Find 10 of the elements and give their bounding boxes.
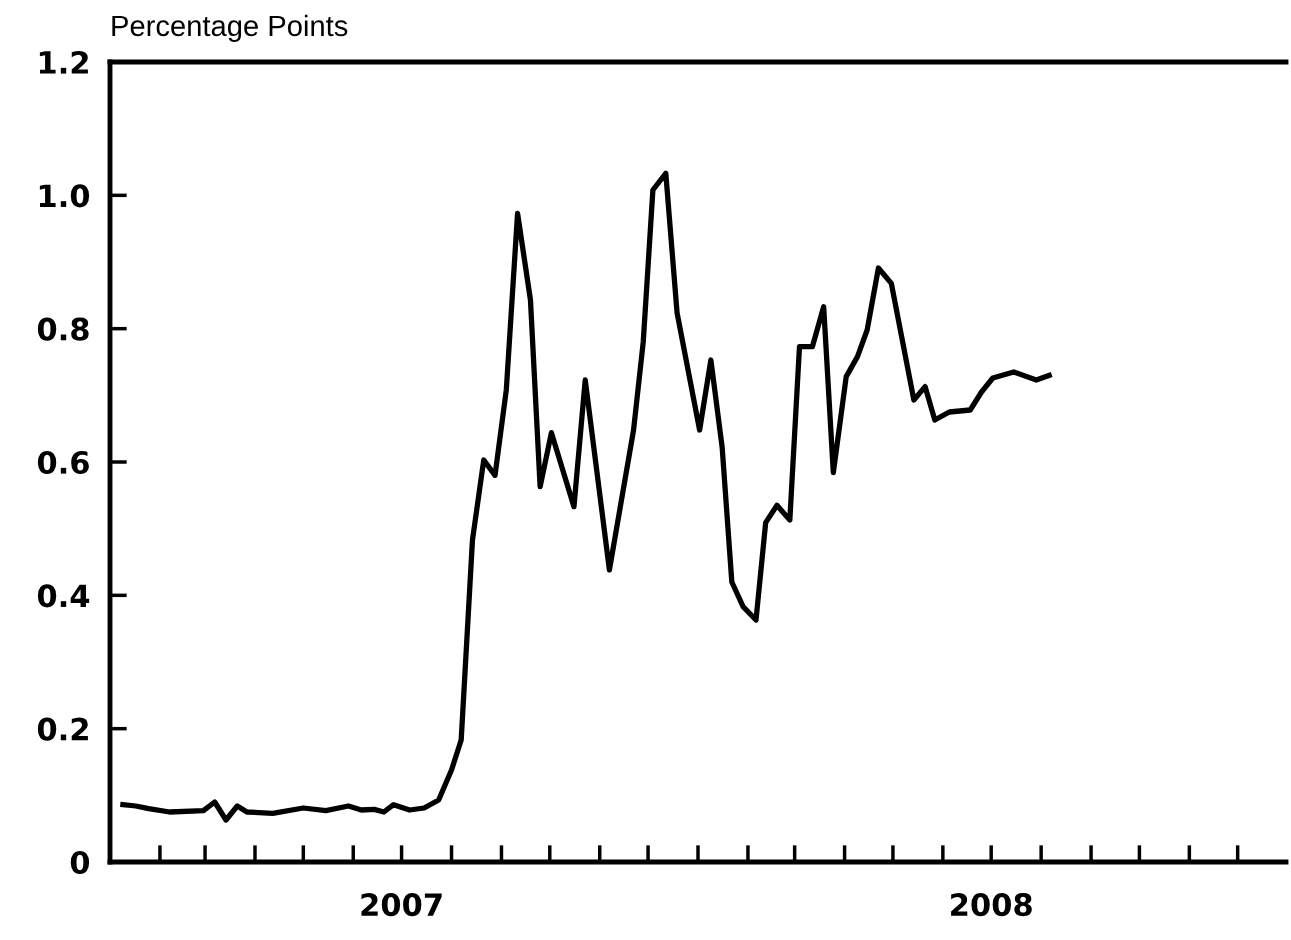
y-tick-label: 0.4: [37, 584, 90, 608]
y-axis-title: Percentage Points: [112, 14, 348, 42]
x-tick-label: 2007: [361, 893, 442, 917]
x-tick-label: 2008: [951, 893, 1032, 917]
y-tick-label: 1.0: [39, 184, 90, 208]
y-tick-label: 0.6: [37, 450, 89, 475]
y-tick-label: 1.2: [39, 50, 88, 74]
y-tick-label: 0.2: [37, 717, 88, 741]
y-tick-label: 0: [70, 850, 90, 875]
y-tick-label: 0.8: [37, 317, 89, 341]
